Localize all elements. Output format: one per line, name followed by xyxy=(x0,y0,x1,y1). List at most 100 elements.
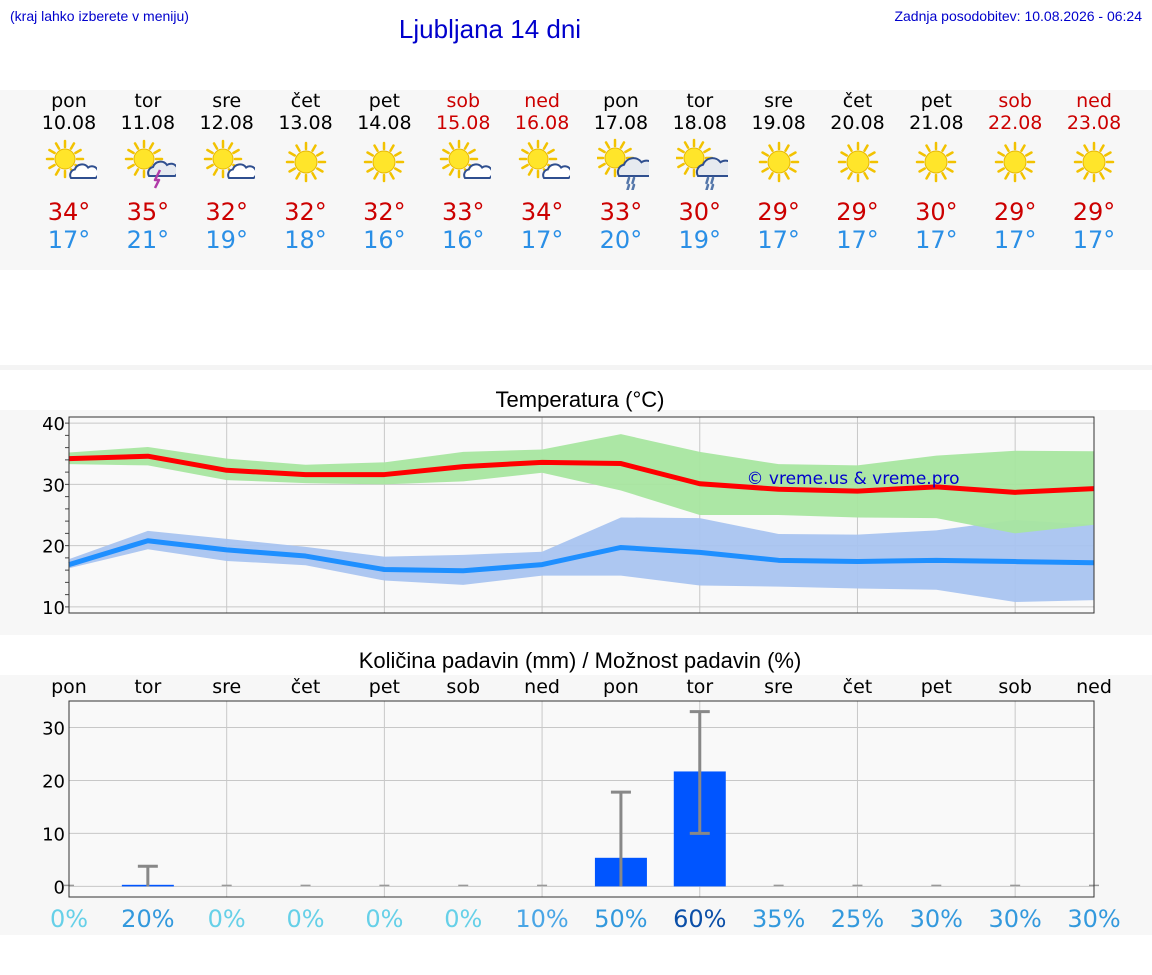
day-name: ned xyxy=(1076,90,1112,112)
max-temperature: 29° xyxy=(836,198,879,226)
max-temperature: 33° xyxy=(599,198,643,226)
separator xyxy=(0,365,1152,370)
day-name: čet xyxy=(842,90,873,112)
y-tick-label: 30 xyxy=(42,475,65,496)
sun-icon xyxy=(912,138,964,190)
precipitation-probability: 60% xyxy=(673,905,726,933)
max-temperature: 34° xyxy=(47,198,91,226)
day-axis-label: sre xyxy=(212,676,241,698)
day-name: sob xyxy=(998,90,1032,112)
sun-cloud-icon xyxy=(45,138,100,190)
precipitation-probability: 10% xyxy=(515,905,568,933)
day-axis-label: tor xyxy=(686,676,713,698)
day-axis-label: pet xyxy=(921,676,952,698)
max-temperature: 29° xyxy=(993,198,1037,226)
day-column: pon 17.08 33° 20° xyxy=(581,90,661,254)
sun-cloud-rain-icon xyxy=(595,138,656,192)
sun-icon xyxy=(755,138,807,190)
watermark: © vreme.us & vreme.pro xyxy=(746,469,959,489)
max-temperature: 32° xyxy=(363,198,406,226)
precipitation-probability: 30% xyxy=(1067,905,1120,933)
precipitation-probability: 0% xyxy=(365,905,403,933)
sun-icon xyxy=(834,138,886,190)
day-column: sre 19.08 29° 17° xyxy=(739,90,819,254)
sun-icon xyxy=(991,138,1043,190)
day-date: 21.08 xyxy=(909,112,964,134)
max-range-band xyxy=(69,434,1094,534)
plot-frame xyxy=(68,416,1095,614)
max-temperature: 34° xyxy=(520,198,564,226)
location-hint: (kraj lahko izberete v meniju) xyxy=(10,8,189,24)
day-name: tor xyxy=(134,90,162,112)
day-axis-label: sob xyxy=(446,676,480,698)
min-temperature: 19° xyxy=(678,226,722,254)
temperature-chart-title: Temperatura (°C) xyxy=(495,387,665,412)
min-temperature: 17° xyxy=(520,226,564,254)
max-temperature-line xyxy=(68,453,1095,495)
y-tick-label: 0 xyxy=(54,877,65,898)
day-axis-label: sob xyxy=(998,676,1032,698)
min-temperature: 17° xyxy=(993,226,1037,254)
day-name: pet xyxy=(920,90,952,112)
day-name: sre xyxy=(212,90,242,112)
day-column: sre 12.08 32° 19° xyxy=(187,90,267,254)
day-date: 13.08 xyxy=(278,112,333,134)
sun-icon xyxy=(282,138,334,190)
plot-area xyxy=(69,701,1094,897)
day-column: tor 11.08 35° 21° xyxy=(108,90,188,254)
day-name: ned xyxy=(524,90,560,112)
precipitation-chart: pon tor sre čet pet sob ned pon tor sre čet pet sob n… xyxy=(42,676,1121,933)
max-temperature: 30° xyxy=(915,198,958,226)
min-temperature: 17° xyxy=(915,226,958,254)
precipitation-probability: 30% xyxy=(910,905,963,933)
precipitation-probability: 20% xyxy=(121,905,174,933)
sun-cloud-icon xyxy=(203,138,258,190)
min-temperature: 17° xyxy=(47,226,91,254)
day-column: čet 20.08 29° 17° xyxy=(818,90,898,254)
day-column: pon 10.08 34° 17° xyxy=(29,90,109,254)
min-temperature-line xyxy=(68,538,1095,574)
day-axis-label: čet xyxy=(291,676,321,698)
min-temperature: 17° xyxy=(1072,226,1116,254)
min-temperature: 20° xyxy=(599,226,643,254)
day-name: čet xyxy=(290,90,321,112)
day-column: sob 15.08 33° 16° xyxy=(423,90,503,254)
precipitation-probability: 0% xyxy=(444,905,482,933)
day-axis-label: čet xyxy=(843,676,873,698)
sun-icon xyxy=(1070,138,1122,190)
day-column: pet 14.08 32° 16° xyxy=(344,90,424,254)
precipitation-probability: 30% xyxy=(988,905,1041,933)
precipitation-probability: 0% xyxy=(286,905,324,933)
last-updated: Zadnja posodobitev: 10.08.2026 - 06:24 xyxy=(894,8,1142,24)
day-column: čet 13.08 32° 18° xyxy=(266,90,346,254)
y-tick-label: 30 xyxy=(42,718,65,739)
day-date: 10.08 xyxy=(41,112,97,134)
day-date: 17.08 xyxy=(593,112,649,134)
precipitation-chart-title: Količina padavin (mm) / Možnost padavin … xyxy=(358,648,802,673)
min-temperature: 19° xyxy=(205,226,248,254)
sun-cloud-rain-icon xyxy=(674,138,735,192)
day-column: ned 23.08 29° 17° xyxy=(1054,90,1134,254)
day-name: tor xyxy=(686,90,714,112)
min-temperature: 18° xyxy=(284,226,327,254)
forecast-strip xyxy=(0,90,1152,270)
day-axis-label: pet xyxy=(369,676,400,698)
day-date: 22.08 xyxy=(987,112,1043,134)
day-date: 20.08 xyxy=(830,112,885,134)
max-temperature: 35° xyxy=(126,198,170,226)
temperature-chart: 10 20 30 40 © vreme.us & vreme.pro xyxy=(42,414,1095,619)
min-range-band xyxy=(69,517,1094,602)
day-date: 11.08 xyxy=(120,112,176,134)
min-temperature: 16° xyxy=(441,226,485,254)
day-axis-label: ned xyxy=(524,676,560,698)
max-temperature: 29° xyxy=(757,198,800,226)
day-date: 12.08 xyxy=(199,112,254,134)
day-axis-label: tor xyxy=(134,676,161,698)
precipitation-probability: 25% xyxy=(831,905,884,933)
precipitation-probability: 0% xyxy=(208,905,246,933)
day-axis-label: pon xyxy=(603,676,639,698)
day-axis-label: sre xyxy=(764,676,793,698)
day-date: 15.08 xyxy=(436,112,491,134)
sun-cloud-icon xyxy=(518,138,573,190)
day-column: tor 18.08 30° 19° xyxy=(660,90,740,254)
